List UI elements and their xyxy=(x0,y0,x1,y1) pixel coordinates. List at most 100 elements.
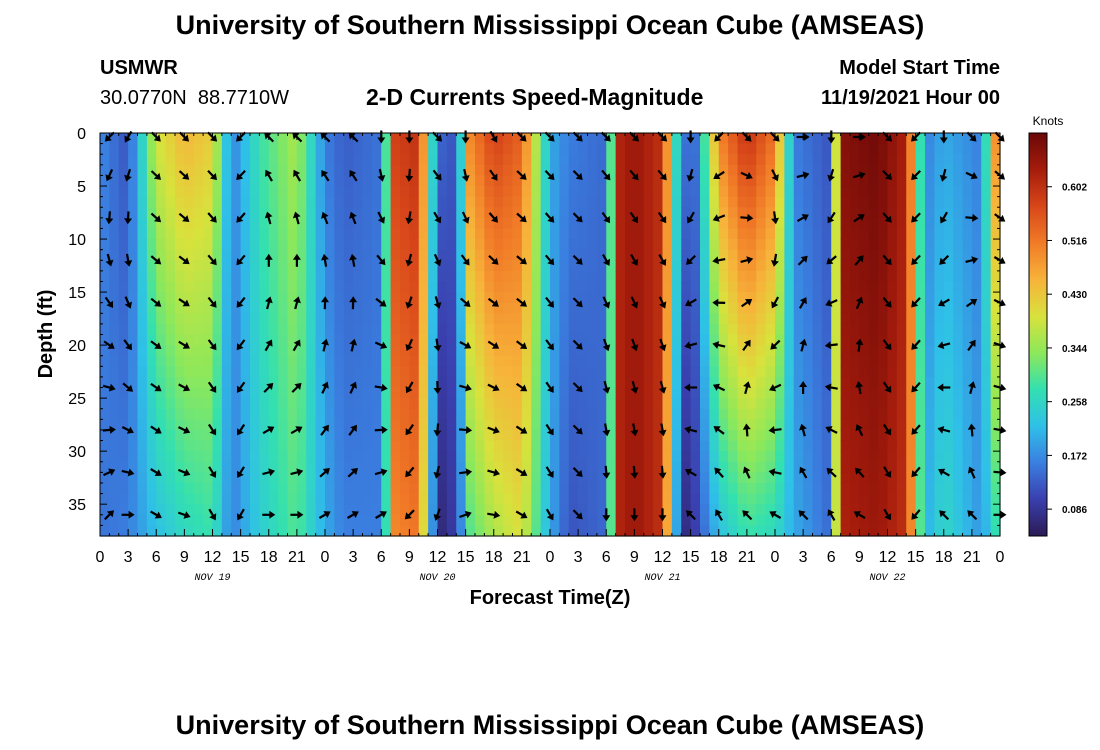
heatmap-cell xyxy=(765,398,776,410)
heatmap-cell xyxy=(662,504,673,516)
heatmap-cell xyxy=(615,398,626,410)
heatmap-cell xyxy=(128,302,139,314)
heatmap-cell xyxy=(784,525,795,537)
heatmap-cell xyxy=(165,260,176,272)
heatmap-cell xyxy=(925,196,935,208)
heatmap-cell xyxy=(550,249,560,261)
heatmap-cell xyxy=(400,472,410,484)
heatmap-cell xyxy=(390,429,401,442)
current-vector xyxy=(572,297,583,308)
heatmap-cell xyxy=(831,270,842,283)
heatmap-cell xyxy=(100,419,110,431)
heatmap-cell xyxy=(643,366,654,378)
colorbar-tick-label: 0.344 xyxy=(1062,344,1087,355)
heatmap-cell xyxy=(212,514,223,526)
heatmap-cell xyxy=(437,249,448,261)
heatmap-cell xyxy=(887,143,898,155)
heatmap-cell xyxy=(193,217,204,230)
heatmap-cell xyxy=(325,207,335,219)
x-tick-label: 12 xyxy=(429,549,447,566)
heatmap-cell xyxy=(475,451,485,463)
heatmap-cell xyxy=(390,504,401,516)
heatmap-cell xyxy=(100,270,110,283)
heatmap-cell xyxy=(925,398,935,410)
heatmap-cell xyxy=(746,408,757,420)
heatmap-cell xyxy=(925,504,935,516)
heatmap-cell xyxy=(850,376,860,389)
heatmap-cell xyxy=(887,207,898,219)
heatmap-cell xyxy=(718,408,729,420)
heatmap-cell xyxy=(643,186,654,198)
heatmap-cell xyxy=(840,281,851,293)
heatmap-cell xyxy=(915,186,926,198)
heatmap-cell xyxy=(240,525,251,537)
current-vector xyxy=(290,468,304,477)
current-vector xyxy=(207,131,218,142)
heatmap-cell xyxy=(615,239,626,251)
heatmap-cell xyxy=(446,133,457,145)
heatmap-cell xyxy=(887,408,898,420)
heatmap-cell xyxy=(409,472,420,484)
heatmap-cell xyxy=(278,514,289,526)
heatmap-cell xyxy=(943,323,954,336)
heatmap-cell xyxy=(306,164,317,177)
heatmap-cell xyxy=(371,493,382,505)
heatmap-cell xyxy=(325,302,335,314)
heatmap-cell xyxy=(756,429,767,442)
heatmap-cell xyxy=(568,387,579,399)
heatmap-cell xyxy=(821,429,832,442)
heatmap-cell xyxy=(634,493,645,505)
heatmap-cell xyxy=(184,440,195,452)
heatmap-cell xyxy=(409,387,420,399)
heatmap-cell xyxy=(906,143,917,155)
heatmap-cell xyxy=(250,334,260,346)
heatmap-cell xyxy=(653,302,664,314)
heatmap-cell xyxy=(671,196,682,208)
heatmap-cell xyxy=(437,281,448,293)
heatmap-cell xyxy=(587,514,598,526)
heatmap-cell xyxy=(737,249,748,261)
heatmap-cell xyxy=(812,408,823,420)
heatmap-cell xyxy=(859,143,870,155)
heatmap-cell xyxy=(681,387,692,399)
current-vector xyxy=(544,131,555,142)
heatmap-cell xyxy=(165,504,176,516)
heatmap-cell xyxy=(793,514,804,526)
heatmap-cell xyxy=(700,440,710,452)
heatmap-cell xyxy=(728,504,739,516)
heatmap-cell xyxy=(456,334,467,346)
heatmap-cell xyxy=(456,154,467,166)
heatmap-cell xyxy=(315,345,326,357)
heatmap-cell xyxy=(765,408,776,420)
heatmap-cell xyxy=(840,472,851,484)
heatmap-cell xyxy=(512,451,523,463)
heatmap-cell xyxy=(175,334,185,346)
heatmap-cell xyxy=(625,207,635,219)
heatmap-cell xyxy=(390,217,401,230)
current-vector xyxy=(852,133,866,141)
heatmap-cell xyxy=(634,355,645,367)
current-vector xyxy=(968,381,976,395)
heatmap-cell xyxy=(653,514,664,526)
model-start-label: Model Start Time xyxy=(839,57,1000,79)
heatmap-cell xyxy=(962,239,973,251)
heatmap-cell xyxy=(821,228,832,240)
heatmap-cell xyxy=(953,429,964,442)
heatmap-cell xyxy=(334,504,345,516)
heatmap-cell xyxy=(109,504,120,516)
heatmap-cell xyxy=(775,175,785,187)
heatmap-cell xyxy=(821,133,832,145)
heatmap-cell xyxy=(503,228,514,240)
heatmap-cell xyxy=(615,196,626,208)
heatmap-cell xyxy=(850,440,860,452)
heatmap-cell xyxy=(709,525,720,537)
heatmap-cell xyxy=(465,461,476,473)
heatmap-cell xyxy=(118,387,129,399)
heatmap-cell xyxy=(353,493,364,505)
heatmap-cell xyxy=(718,133,729,145)
heatmap-cell xyxy=(587,323,598,336)
heatmap-cell xyxy=(146,249,157,261)
heatmap-cell xyxy=(325,398,335,410)
current-vector xyxy=(179,131,189,142)
heatmap-cell xyxy=(146,207,157,219)
